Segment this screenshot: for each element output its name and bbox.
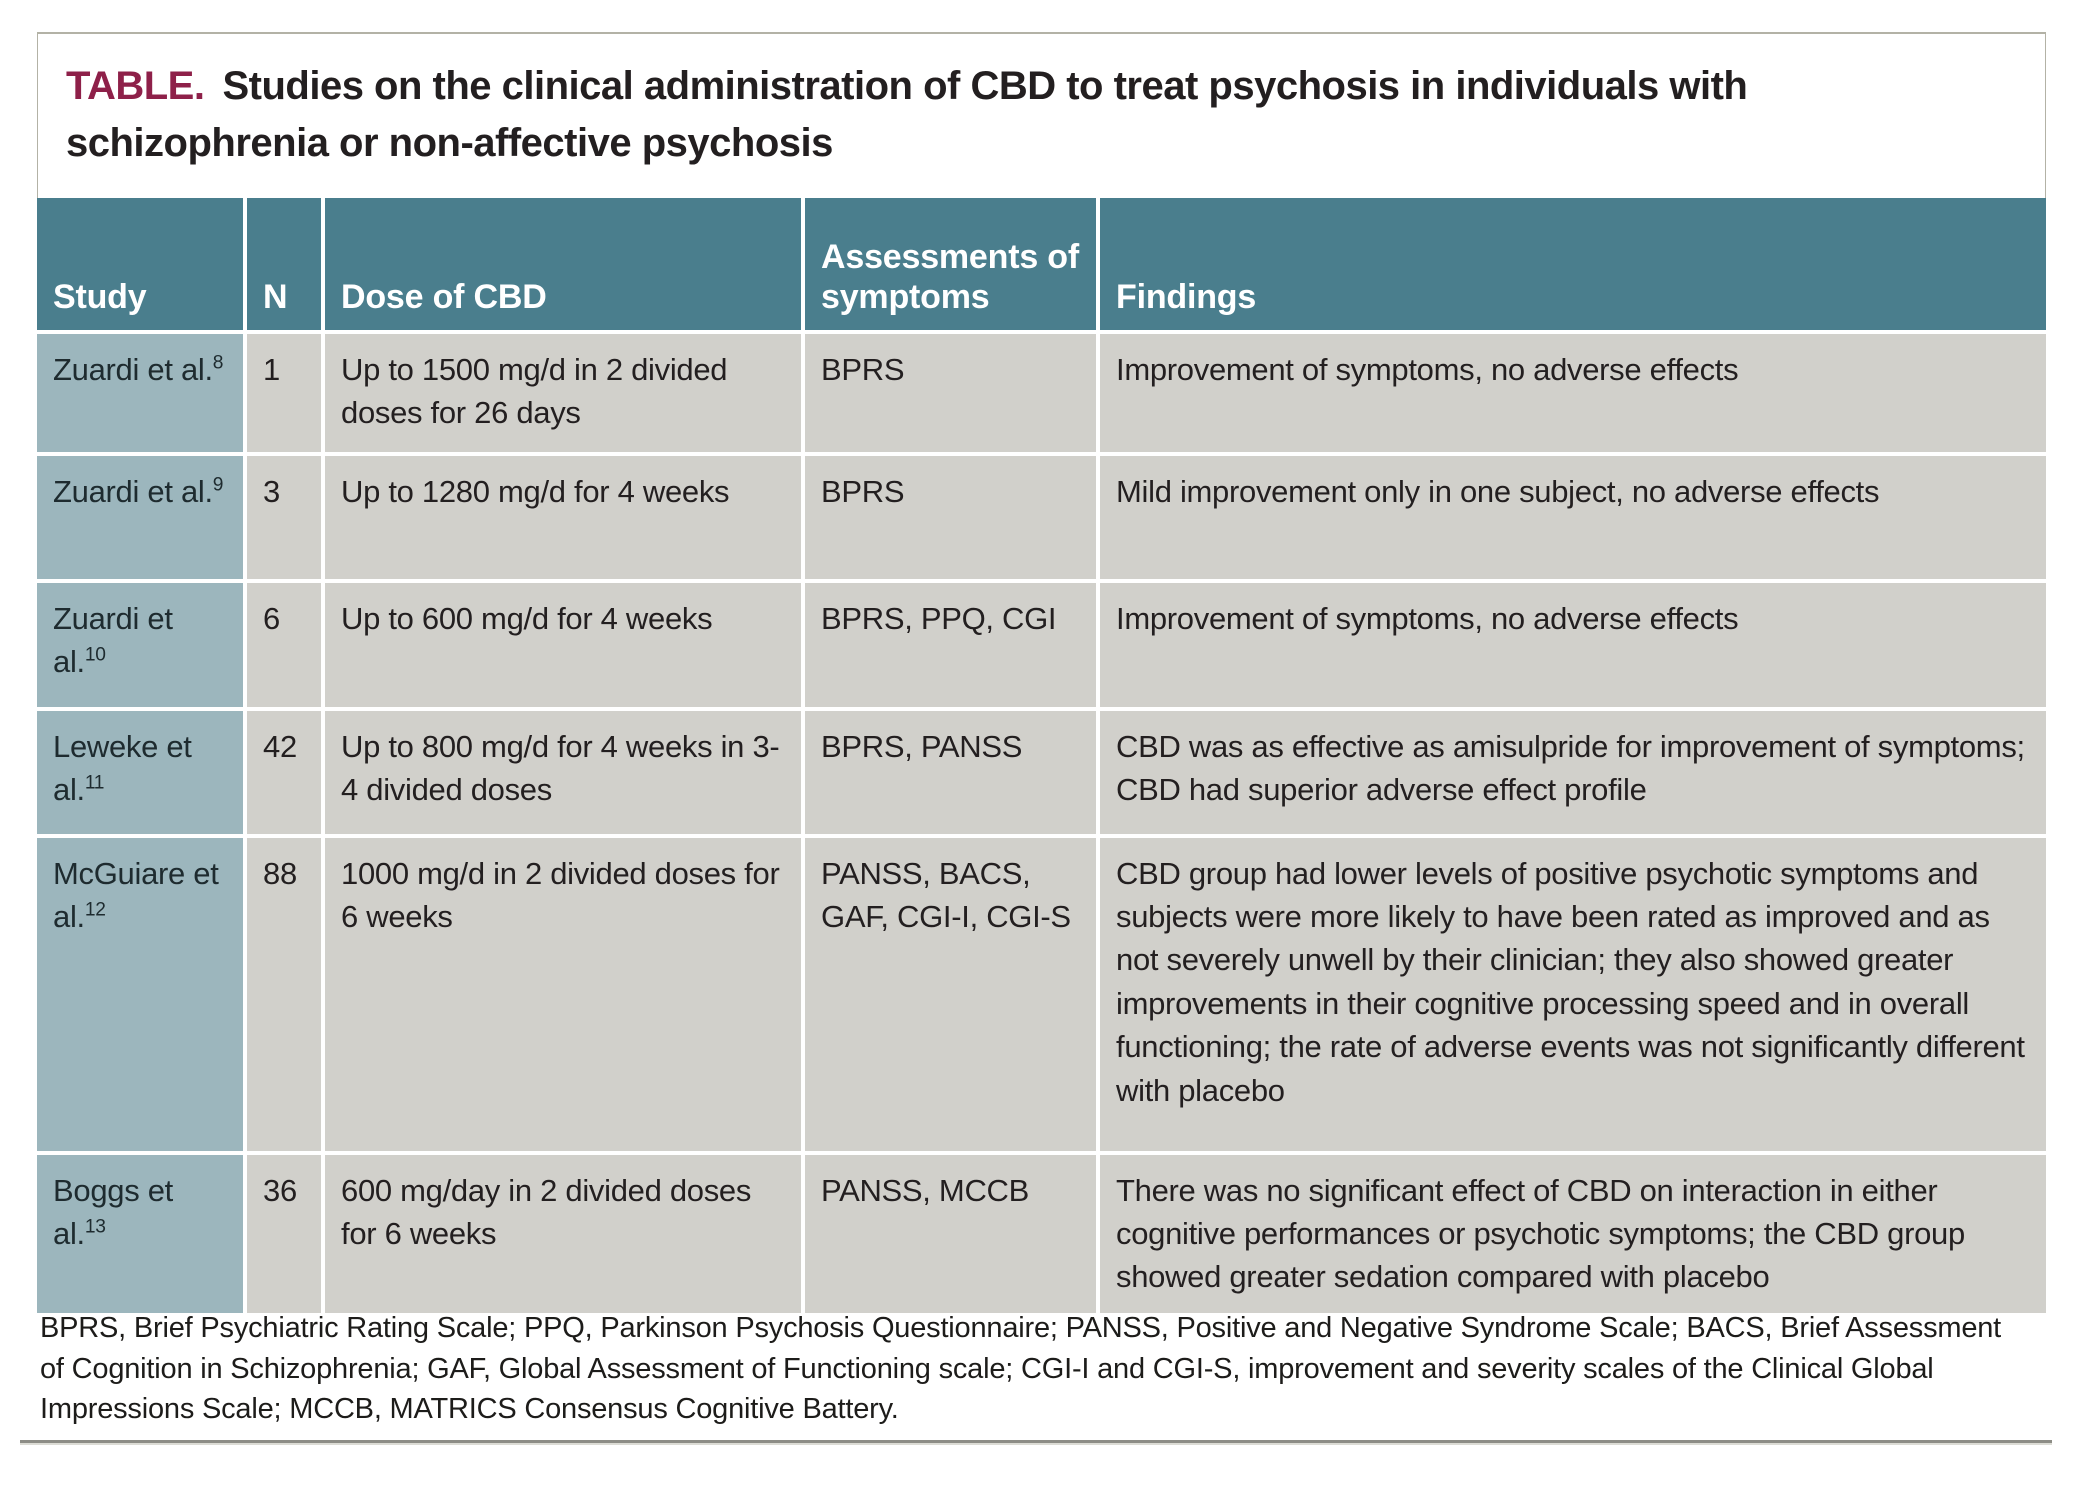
study-reference-number: 9 bbox=[212, 474, 224, 496]
study-name: Zuardi et al. bbox=[53, 473, 213, 509]
study-cell: Boggs et al.13 bbox=[37, 1154, 243, 1313]
assessments-cell: BPRS, PPQ, CGI bbox=[805, 582, 1096, 707]
header-cell-dose: Dose of CBD bbox=[325, 197, 801, 330]
studies-table: Study N Dose of CBD Assessments of sympt… bbox=[37, 197, 2046, 1313]
findings-cell: CBD group had lower levels of positive p… bbox=[1100, 837, 2046, 1151]
header-cell-assessments: Assessments of symptoms bbox=[805, 197, 1096, 330]
n-cell: 6 bbox=[247, 582, 321, 707]
assessments-cell: PANSS, BACS, GAF, CGI-I, CGI-S bbox=[805, 837, 1096, 1151]
header-cell-study: Study bbox=[37, 197, 243, 330]
n-cell: 36 bbox=[247, 1154, 321, 1313]
bottom-divider-rule bbox=[20, 1440, 2052, 1443]
study-reference-number: 8 bbox=[212, 352, 224, 374]
n-cell: 1 bbox=[247, 333, 321, 452]
table-frame: TABLE. Studies on the clinical administra… bbox=[37, 32, 2046, 1313]
study-cell: Zuardi et al.10 bbox=[37, 582, 243, 707]
study-cell: Leweke et al.11 bbox=[37, 710, 243, 834]
abbreviations-footnote: BPRS, Brief Psychiatric Rating Scale; PP… bbox=[40, 1312, 2002, 1426]
study-name: Zuardi et al. bbox=[53, 351, 213, 387]
dose-cell: Up to 600 mg/d for 4 weeks bbox=[325, 582, 801, 707]
study-cell: Zuardi et al.9 bbox=[37, 455, 243, 579]
assessments-cell: BPRS, PANSS bbox=[805, 710, 1096, 834]
study-name: Leweke et al. bbox=[53, 728, 192, 807]
dose-cell: 600 mg/day in 2 divided doses for 6 week… bbox=[325, 1154, 801, 1313]
table-title: TABLE. Studies on the clinical administra… bbox=[66, 58, 2017, 172]
study-name: McGuiare et al. bbox=[53, 855, 219, 934]
findings-cell: Mild improvement only in one subject, no… bbox=[1100, 455, 2046, 579]
findings-cell: Improvement of symptoms, no adverse effe… bbox=[1100, 582, 2046, 707]
dose-cell: Up to 1500 mg/d in 2 divided doses for 2… bbox=[325, 333, 801, 452]
dose-cell: 1000 mg/d in 2 divided doses for 6 weeks bbox=[325, 837, 801, 1151]
assessments-cell: BPRS bbox=[805, 455, 1096, 579]
findings-cell: There was no significant effect of CBD o… bbox=[1100, 1154, 2046, 1313]
table-title-block: TABLE. Studies on the clinical administra… bbox=[37, 32, 2046, 198]
assessments-cell: PANSS, MCCB bbox=[805, 1154, 1096, 1313]
n-cell: 3 bbox=[247, 455, 321, 579]
header-cell-n: N bbox=[247, 197, 321, 330]
study-reference-number: 10 bbox=[84, 644, 106, 666]
study-reference-number: 12 bbox=[84, 899, 106, 921]
header-cell-findings: Findings bbox=[1100, 197, 2046, 330]
study-name: Boggs et al. bbox=[53, 1172, 173, 1251]
n-cell: 42 bbox=[247, 710, 321, 834]
findings-cell: Improvement of symptoms, no adverse effe… bbox=[1100, 333, 2046, 452]
table-title-text: Studies on the clinical administration o… bbox=[66, 64, 1748, 165]
dose-cell: Up to 800 mg/d for 4 weeks in 3-4 divide… bbox=[325, 710, 801, 834]
study-reference-number: 13 bbox=[84, 1216, 106, 1238]
study-name: Zuardi et al. bbox=[53, 600, 173, 679]
study-cell: Zuardi et al.8 bbox=[37, 333, 243, 452]
study-reference-number: 11 bbox=[84, 772, 105, 794]
n-cell: 88 bbox=[247, 837, 321, 1151]
table-title-label: TABLE. bbox=[66, 64, 205, 108]
dose-cell: Up to 1280 mg/d for 4 weeks bbox=[325, 455, 801, 579]
findings-cell: CBD was as effective as amisulpride for … bbox=[1100, 710, 2046, 834]
study-cell: McGuiare et al.12 bbox=[37, 837, 243, 1151]
assessments-cell: BPRS bbox=[805, 333, 1096, 452]
